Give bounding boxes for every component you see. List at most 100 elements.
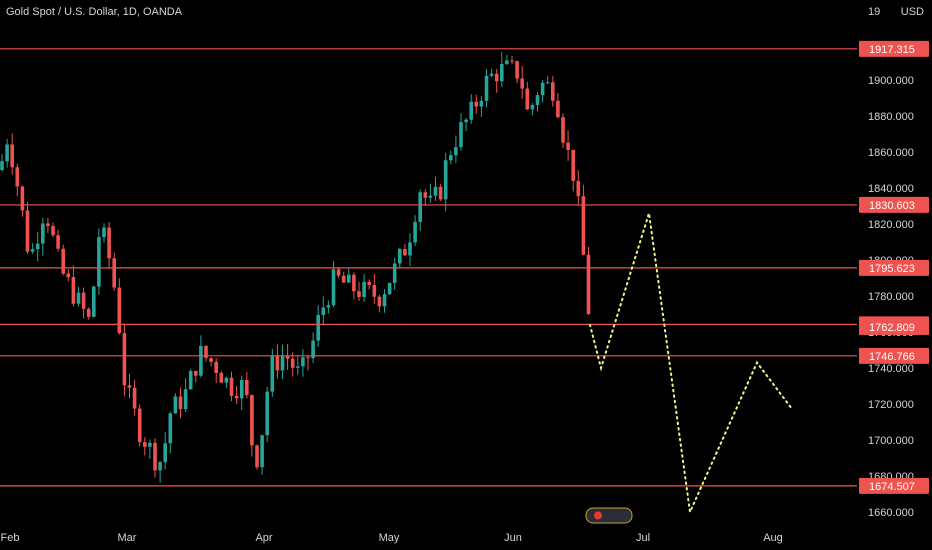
candle-body [301,357,305,367]
candle-body [127,385,132,388]
candle-body [71,277,76,304]
candle-body [285,356,290,359]
candle-body [158,462,162,471]
x-tick-label: Apr [255,532,272,544]
y-tick-label: 1780.000 [868,291,914,303]
candle-body [484,75,489,101]
candle-body [265,391,269,436]
candle-body [556,100,560,118]
candle-body [347,274,351,283]
candle-body [505,60,509,64]
x-tick-label: Mar [118,532,137,544]
x-tick-label: Feb [1,532,20,544]
current-price-label: 1762.809 [869,322,915,334]
flag-icon [594,511,602,520]
candle-body [143,442,147,447]
candle-body [290,358,295,368]
level-price-tag [859,40,929,57]
level-price-label: 1795.623 [869,263,915,275]
candle-body [280,356,285,371]
candle-body [306,357,310,359]
candle-body [92,286,96,317]
candle-body [0,161,4,170]
candle-body [25,210,30,252]
candle-body [581,196,586,255]
candle-body [204,345,208,359]
candle-body [117,287,122,334]
candle-body [352,274,356,292]
candle-body [35,243,40,250]
candle-body [464,119,468,123]
candle-body [122,333,127,386]
candle-body [229,377,234,396]
candle-body [97,237,101,287]
events-badge [585,507,633,524]
candle-body [336,269,341,276]
y-tick-label: 1720.000 [868,399,914,411]
candle-body [398,248,402,264]
y-tick-label: 1880.000 [868,111,914,123]
candle-body [137,408,142,443]
level-price-label: 1746.766 [869,351,915,363]
candle-body [250,395,254,446]
candle-body [30,249,35,252]
candle-body [107,227,111,259]
candle-body [275,355,280,371]
candle-body [413,221,417,243]
candle-body [392,263,397,283]
candle-body [535,95,540,106]
candle-body [224,377,229,383]
candle-body [403,248,407,256]
currency-label[interactable]: USD [900,6,924,18]
candle-body [341,275,346,283]
candle-body [255,445,259,468]
level-price-label: 1830.603 [869,200,915,212]
candle-body [474,101,479,107]
candle-body [81,292,86,309]
candle-body [423,192,428,198]
candle-body [566,142,570,150]
candle-body [209,358,213,362]
candle-body [270,355,275,392]
candle-body [494,73,499,82]
candle-body [183,389,188,410]
y-tick-label: 1740.000 [868,363,914,375]
candle-body [571,149,575,181]
candle-body [367,281,371,286]
candle-body [510,60,514,62]
candle-body [454,147,458,156]
candle-body [561,117,565,143]
candle-body [576,180,581,197]
candle-body [449,155,453,161]
candle-body [214,361,218,373]
x-tick-label: Jun [504,532,522,544]
level-price-tag [859,477,929,494]
candle-body [408,242,412,256]
candle-body [331,269,336,306]
x-tick-label: May [379,532,400,544]
candle-body [20,186,25,211]
candle-body [56,235,60,249]
current-price-tag [859,318,929,335]
candle-body [377,296,382,307]
candle-body [540,82,545,96]
candle-body [500,63,504,82]
candle-body [433,186,438,196]
forecast-path [589,212,792,516]
candle-body [311,340,315,359]
candle-body [469,101,473,120]
candle-body [479,100,484,107]
chart-title: Gold Spot / U.S. Dollar, 1D, OANDA [6,6,183,18]
candle-body [168,413,173,444]
candle-body [530,105,535,110]
candle-body [326,305,331,308]
candle-body [5,144,9,162]
x-tick-label: Jul [636,532,650,544]
candle-body [148,442,152,447]
candle-body [316,314,320,341]
candle-body [173,396,178,414]
candle-body [586,254,591,315]
level-price-label: 1917.315 [869,44,915,56]
y-tick-label: 1900.000 [868,75,914,87]
